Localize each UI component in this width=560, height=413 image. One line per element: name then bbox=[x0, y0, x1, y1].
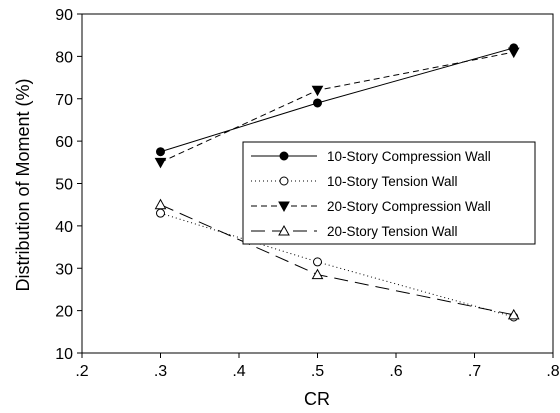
legend-label: 10-Story Tension Wall bbox=[327, 174, 458, 189]
data-point-marker bbox=[154, 157, 167, 169]
data-point-marker bbox=[154, 198, 167, 210]
series-line bbox=[160, 47, 514, 153]
legend-box bbox=[242, 141, 536, 245]
data-point-marker bbox=[311, 85, 324, 97]
legend-label: 20-Story Compression Wall bbox=[327, 199, 491, 214]
x-axis-label: CR bbox=[304, 389, 330, 409]
y-tick-label: 70 bbox=[55, 92, 73, 109]
y-tick-label: 20 bbox=[55, 304, 73, 321]
data-point-marker bbox=[279, 151, 289, 161]
data-point-marker bbox=[313, 257, 322, 267]
y-tick-label: 80 bbox=[55, 49, 73, 66]
data-point-marker bbox=[156, 208, 165, 218]
data-point-marker bbox=[507, 308, 520, 320]
axes-layer: .2 .3 .4 .5 .6 .7 .8 10 20 30 40 50 60 70 80 90 bbox=[55, 7, 560, 380]
data-point-marker bbox=[278, 224, 290, 236]
y-tick-label: 30 bbox=[55, 261, 73, 278]
x-tick-label: .2 bbox=[75, 363, 88, 380]
legend-label: 10-Story Compression Wall bbox=[327, 149, 491, 164]
y-tick-label: 50 bbox=[55, 177, 73, 194]
x-tick-label: .5 bbox=[311, 363, 324, 380]
series-3 bbox=[154, 47, 520, 169]
x-tick-label: .3 bbox=[154, 363, 167, 380]
data-point-marker bbox=[507, 47, 520, 59]
x-tick-label: .4 bbox=[232, 363, 245, 380]
y-tick-label: 10 bbox=[55, 346, 73, 363]
x-tick-label: .6 bbox=[389, 363, 402, 380]
y-tick-label: 60 bbox=[55, 134, 73, 151]
x-tick-label: .8 bbox=[546, 363, 559, 380]
legend-label: 20-Story Tension Wall bbox=[327, 224, 458, 239]
data-point-marker bbox=[311, 268, 324, 280]
x-tick-label: .7 bbox=[468, 363, 481, 380]
y-tick-label: 90 bbox=[55, 7, 73, 24]
legend: 10-Story Compression Wall 10-Story Tensio… bbox=[242, 141, 536, 245]
data-point-marker bbox=[279, 176, 289, 186]
series-4 bbox=[154, 198, 520, 320]
plot-layer bbox=[154, 43, 520, 322]
data-point-marker bbox=[313, 98, 322, 108]
data-point-marker bbox=[156, 147, 165, 157]
data-point-marker bbox=[278, 201, 290, 213]
y-tick-label: 40 bbox=[55, 219, 73, 236]
y-axis-label: Distribution of Moment (%) bbox=[13, 78, 33, 291]
